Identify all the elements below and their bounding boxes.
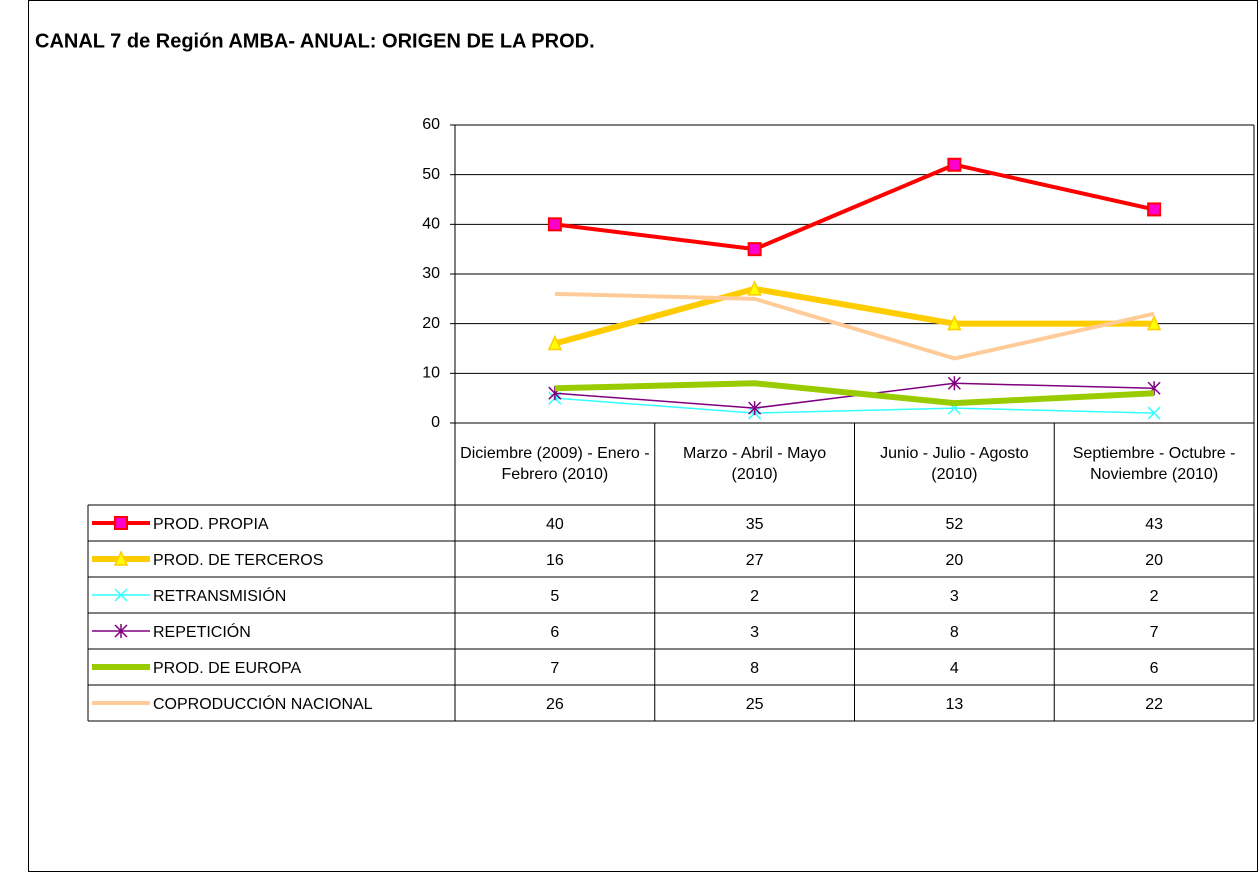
table-value: 22	[1145, 696, 1163, 713]
table-value: 3	[750, 624, 759, 641]
x-tick-label: Junio - Julio - Agosto (2010)	[880, 445, 1029, 483]
point	[1147, 202, 1162, 217]
point	[947, 314, 962, 331]
table-value: 40	[546, 516, 564, 533]
point	[1147, 406, 1161, 420]
chart-title: CANAL 7 de Región AMBA- ANUAL: ORIGEN DE…	[35, 30, 595, 52]
series	[547, 280, 1162, 351]
y-tick-label: 50	[422, 166, 440, 183]
table-value: 4	[950, 660, 959, 677]
table-value: 5	[550, 588, 559, 605]
legend-label: REPETICIÓN	[153, 622, 251, 641]
point	[1146, 314, 1162, 331]
point	[114, 516, 128, 530]
x-tick-label: Diciembre (2009) - Enero - Febrero (2010…	[460, 445, 650, 483]
point	[747, 242, 762, 257]
point	[748, 401, 762, 416]
y-tick-label: 30	[422, 265, 440, 282]
point	[747, 280, 762, 296]
table-value: 52	[945, 516, 963, 533]
table-value: 25	[746, 696, 764, 713]
y-tick-label: 40	[422, 216, 440, 233]
y-tick-label: 0	[431, 414, 440, 431]
x-tick-label: Marzo - Abril - Mayo (2010)	[683, 445, 827, 483]
point	[547, 334, 563, 351]
table-value: 6	[1150, 660, 1159, 677]
table-value: 20	[945, 552, 963, 569]
table-value: 2	[1150, 588, 1159, 605]
table-value: 8	[950, 624, 959, 641]
legend-label: COPRODUCCIÓN NACIONAL	[153, 694, 373, 713]
point	[947, 157, 962, 172]
table-value: 8	[750, 660, 759, 677]
x-tick-label: Septiembre - Octubre - Noviembre (2010)	[1072, 445, 1236, 483]
table-value: 35	[746, 516, 764, 533]
table-value: 7	[550, 660, 559, 677]
series-line	[554, 291, 1155, 361]
table-value: 6	[550, 624, 559, 641]
table-value: 2	[750, 588, 759, 605]
series-line	[554, 397, 1155, 414]
table-value: 13	[945, 696, 963, 713]
table-value: 3	[950, 588, 959, 605]
y-tick-label: 10	[422, 365, 440, 382]
point	[114, 624, 128, 638]
point	[113, 550, 129, 566]
point	[547, 217, 562, 232]
table-value: 27	[746, 552, 764, 569]
table-value: 43	[1145, 516, 1163, 533]
series	[547, 157, 1162, 257]
y-tick-label: 60	[422, 116, 440, 133]
point	[947, 376, 961, 391]
series	[554, 291, 1155, 361]
table-value: 20	[1145, 552, 1163, 569]
series-line	[554, 285, 1155, 347]
table-value: 16	[546, 552, 564, 569]
legend-label: PROD. PROPIA	[153, 516, 269, 533]
table-value: 26	[546, 696, 564, 713]
series-line	[554, 162, 1155, 252]
legend-label: PROD. DE TERCEROS	[153, 552, 323, 569]
series	[554, 380, 1155, 407]
y-tick-label: 20	[422, 315, 440, 332]
series-line	[554, 380, 1155, 407]
point	[114, 588, 128, 602]
table-value: 7	[1150, 624, 1159, 641]
legend-label: PROD. DE EUROPA	[153, 660, 302, 677]
legend-label: RETRANSMISIÓN	[153, 586, 286, 605]
